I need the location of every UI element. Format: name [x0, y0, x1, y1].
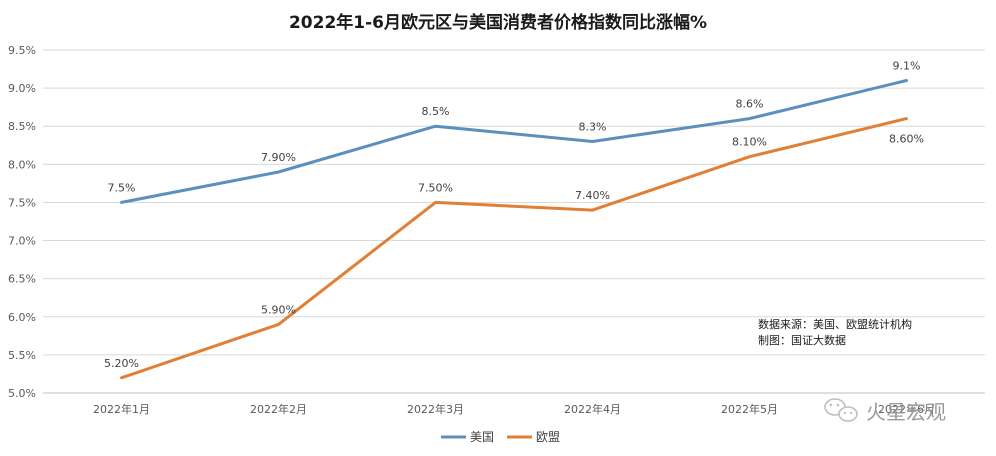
grid-lines — [43, 49, 985, 394]
series-group — [120, 79, 908, 380]
data-label: 7.50% — [418, 181, 453, 194]
watermark: 火星宏观 — [824, 398, 946, 424]
series-line-1 — [120, 117, 908, 380]
legend-label-eu: 欧盟 — [536, 430, 560, 444]
x-tick-label: 2022年2月 — [250, 402, 307, 416]
x-tick-label: 2022年3月 — [407, 402, 464, 416]
x-tick-label: 2022年4月 — [564, 402, 621, 416]
data-label: 8.6% — [736, 98, 764, 111]
y-tick-label: 9.0% — [8, 82, 36, 95]
data-label: 7.40% — [575, 189, 610, 202]
data-labels: 7.5% 7.90% 8.5% 8.3% 8.6% 9.1% 5.20% 5.90% 7.50%… — [104, 59, 924, 369]
y-tick-label: 6.0% — [8, 311, 36, 324]
y-tick-label: 8.0% — [8, 158, 36, 171]
data-label: 5.90% — [261, 303, 296, 316]
x-axis-ticks: 2022年1月 2022年2月 2022年3月 2022年4月 2022年5月 2022年… — [93, 402, 935, 416]
y-tick-label: 8.5% — [8, 120, 36, 133]
x-tick-label: 2022年6月 — [878, 402, 935, 416]
watermark-text: 火星宏观 — [866, 400, 946, 424]
chart-title: 2022年1-6月欧元区与美国消费者价格指数同比涨幅% — [289, 12, 707, 33]
data-label: 8.60% — [889, 133, 924, 146]
data-label: 5.20% — [104, 357, 139, 370]
data-label: 7.90% — [261, 151, 296, 164]
data-label: 9.1% — [893, 59, 921, 72]
data-label: 8.10% — [732, 136, 767, 149]
y-tick-label: 7.0% — [8, 235, 36, 248]
y-tick-label: 9.5% — [8, 44, 36, 57]
source-note: 数据来源：美国、欧盟统计机构 — [758, 317, 912, 331]
data-label: 7.5% — [108, 181, 136, 194]
y-axis-ticks: 5.0% 5.5% 6.0% 6.5% 7.0% 7.5% 8.0% 8.5% 9.0% 9.5% — [8, 44, 36, 400]
y-tick-label: 5.0% — [8, 387, 36, 400]
x-tick-label: 2022年1月 — [93, 402, 150, 416]
y-tick-label: 6.5% — [8, 273, 36, 286]
data-label: 8.5% — [422, 105, 450, 118]
y-tick-label: 5.5% — [8, 349, 36, 362]
x-tick-label: 2022年5月 — [721, 402, 778, 416]
data-label: 8.3% — [579, 120, 607, 133]
credit-note: 制图：国证大数据 — [758, 333, 846, 347]
series-line-0 — [120, 79, 908, 204]
legend: 美国 欧盟 — [441, 430, 560, 444]
y-tick-label: 7.5% — [8, 196, 36, 209]
wechat-icon — [824, 398, 858, 422]
legend-label-usa: 美国 — [470, 430, 494, 444]
